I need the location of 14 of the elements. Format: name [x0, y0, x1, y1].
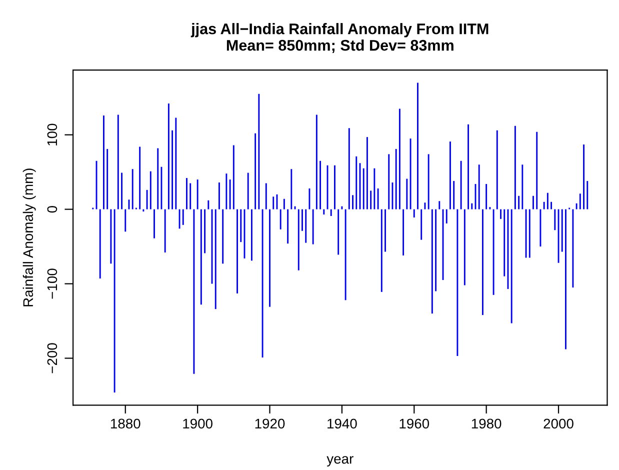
x-tick-label: 1960: [400, 418, 430, 429]
y-tick-label: 0: [47, 206, 58, 213]
y-tick-label: 100: [47, 124, 58, 146]
x-tick-label: 1900: [183, 418, 212, 429]
x-axis-title: year: [326, 456, 354, 466]
y-axis-title: Rainfall Anomaly (mm): [22, 168, 36, 306]
chart-title: jjas All−India Rainfall Anomaly From IITM Mean= 850mm; Std Dev= 83mm: [190, 23, 488, 53]
x-tick-label: 1880: [110, 418, 140, 429]
y-tick-label: −100: [47, 268, 58, 299]
x-tick-label: 1940: [328, 418, 357, 429]
x-tick-label: 1980: [472, 418, 502, 429]
x-tick-label: 2000: [544, 418, 574, 429]
x-tick-label: 1920: [255, 418, 285, 429]
y-tick-label: −200: [47, 343, 58, 374]
